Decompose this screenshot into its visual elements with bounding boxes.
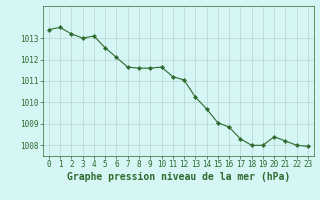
X-axis label: Graphe pression niveau de la mer (hPa): Graphe pression niveau de la mer (hPa): [67, 172, 290, 182]
